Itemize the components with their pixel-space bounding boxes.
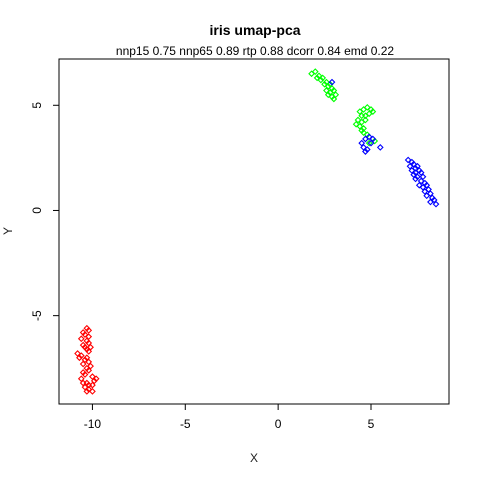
data-point xyxy=(89,388,96,395)
data-point xyxy=(77,375,85,383)
data-point xyxy=(79,360,87,368)
data-point xyxy=(323,87,330,94)
data-point xyxy=(363,104,371,111)
data-point xyxy=(90,377,98,385)
data-point xyxy=(356,108,364,115)
data-point xyxy=(76,354,83,362)
data-point xyxy=(423,181,431,189)
data-point xyxy=(83,388,91,395)
data-point xyxy=(360,143,367,151)
data-point xyxy=(87,362,94,370)
data-point xyxy=(367,139,375,147)
data-point xyxy=(427,198,434,206)
data-point xyxy=(404,156,412,164)
data-point xyxy=(423,192,431,200)
data-point xyxy=(87,343,94,351)
y-axis-label: Y xyxy=(1,227,15,235)
data-point xyxy=(85,333,93,341)
data-point xyxy=(89,381,96,389)
data-point xyxy=(412,175,419,183)
data-point xyxy=(330,87,338,94)
x-tick-label: -10 xyxy=(84,417,102,431)
data-point xyxy=(85,348,93,355)
data-point xyxy=(85,339,93,347)
data-point xyxy=(410,160,418,168)
data-point xyxy=(354,116,362,124)
data-point xyxy=(365,139,373,147)
data-point xyxy=(362,135,369,143)
data-point xyxy=(313,74,321,82)
data-point xyxy=(81,383,89,391)
x-tick-label: 5 xyxy=(368,417,375,431)
data-point xyxy=(415,181,423,189)
data-point xyxy=(419,173,427,181)
data-point xyxy=(81,371,89,378)
plot-frame xyxy=(58,58,450,405)
y-axis: -5 0 5 xyxy=(30,102,59,321)
data-point xyxy=(360,129,367,137)
data-point xyxy=(365,110,373,118)
x-axis: -10 -5 0 5 xyxy=(84,404,375,431)
data-point xyxy=(81,331,89,338)
y-tick-label: -5 xyxy=(30,310,44,321)
data-point xyxy=(324,91,332,99)
data-point xyxy=(311,68,319,75)
x-axis-label: X xyxy=(250,451,258,465)
data-point xyxy=(85,366,93,374)
data-point xyxy=(77,335,85,343)
data-point xyxy=(358,139,366,147)
data-point xyxy=(376,143,384,151)
data-point xyxy=(317,76,325,84)
data-point xyxy=(430,196,438,204)
data-point xyxy=(427,190,434,198)
y-tick-label: 5 xyxy=(30,102,44,109)
data-point xyxy=(74,350,81,357)
data-point xyxy=(410,171,418,179)
data-point xyxy=(362,148,369,155)
series-1 xyxy=(74,324,100,395)
data-point xyxy=(365,133,373,141)
x-tick-label: -5 xyxy=(180,417,191,431)
data-point xyxy=(328,78,336,86)
data-points xyxy=(74,68,440,395)
data-point xyxy=(362,116,369,124)
data-point xyxy=(81,356,89,364)
x-tick-label: 0 xyxy=(275,417,282,431)
series-2 xyxy=(308,68,379,147)
series-3 xyxy=(328,78,440,208)
data-point xyxy=(412,165,419,172)
data-point xyxy=(417,177,425,185)
data-point xyxy=(321,80,328,88)
data-point xyxy=(324,82,332,90)
chart-subtitle: nnp15 0.75 nnp65 0.89 rtp 0.88 dcorr 0.8… xyxy=(116,44,395,58)
data-point xyxy=(85,326,93,334)
data-point xyxy=(371,137,379,145)
data-point xyxy=(417,169,425,176)
data-point xyxy=(330,95,338,103)
data-point xyxy=(89,373,96,381)
data-point xyxy=(85,358,93,366)
data-point xyxy=(369,108,377,115)
y-tick-label: 0 xyxy=(30,207,44,214)
data-point xyxy=(406,162,414,170)
data-point xyxy=(369,135,377,143)
data-point xyxy=(332,91,340,99)
data-point xyxy=(432,200,440,208)
data-point xyxy=(421,188,429,195)
chart-title: iris umap-pca xyxy=(209,22,300,38)
data-point xyxy=(352,120,360,128)
data-point xyxy=(408,167,416,174)
data-point xyxy=(419,183,427,191)
data-point xyxy=(425,186,432,193)
